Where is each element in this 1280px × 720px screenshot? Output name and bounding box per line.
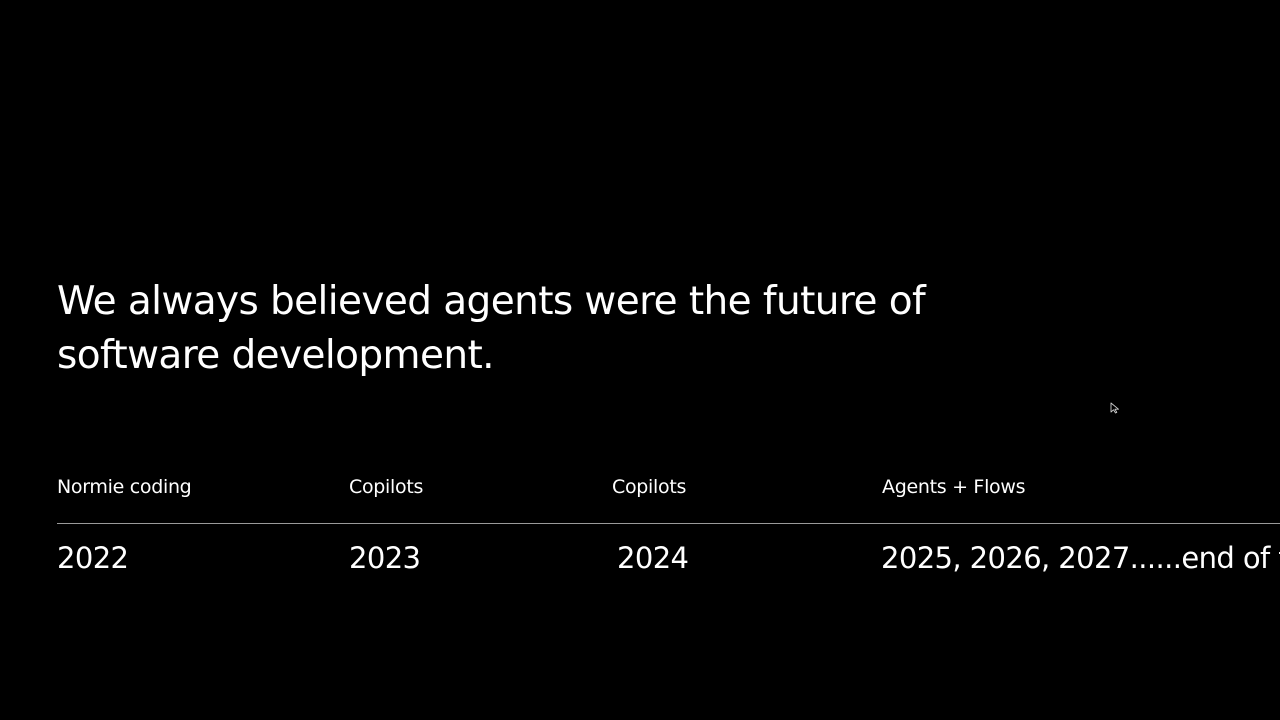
timeline-year-future: 2025, 2026, 2027......end of time (881, 541, 1280, 575)
timeline-year-2023: 2023 (349, 541, 421, 575)
slide-headline: We always believed agents were the futur… (57, 279, 926, 378)
mouse-pointer-icon (1110, 402, 1119, 414)
timeline-divider (57, 523, 1280, 524)
timeline-label-copilots-2023: Copilots (349, 476, 424, 498)
timeline-label-agents-flows: Agents + Flows (882, 476, 1026, 498)
timeline-label-normie-coding: Normie coding (57, 476, 192, 498)
timeline-year-2024: 2024 (617, 541, 689, 575)
timeline-label-copilots-2024: Copilots (612, 476, 687, 498)
timeline-year-2022: 2022 (57, 541, 129, 575)
